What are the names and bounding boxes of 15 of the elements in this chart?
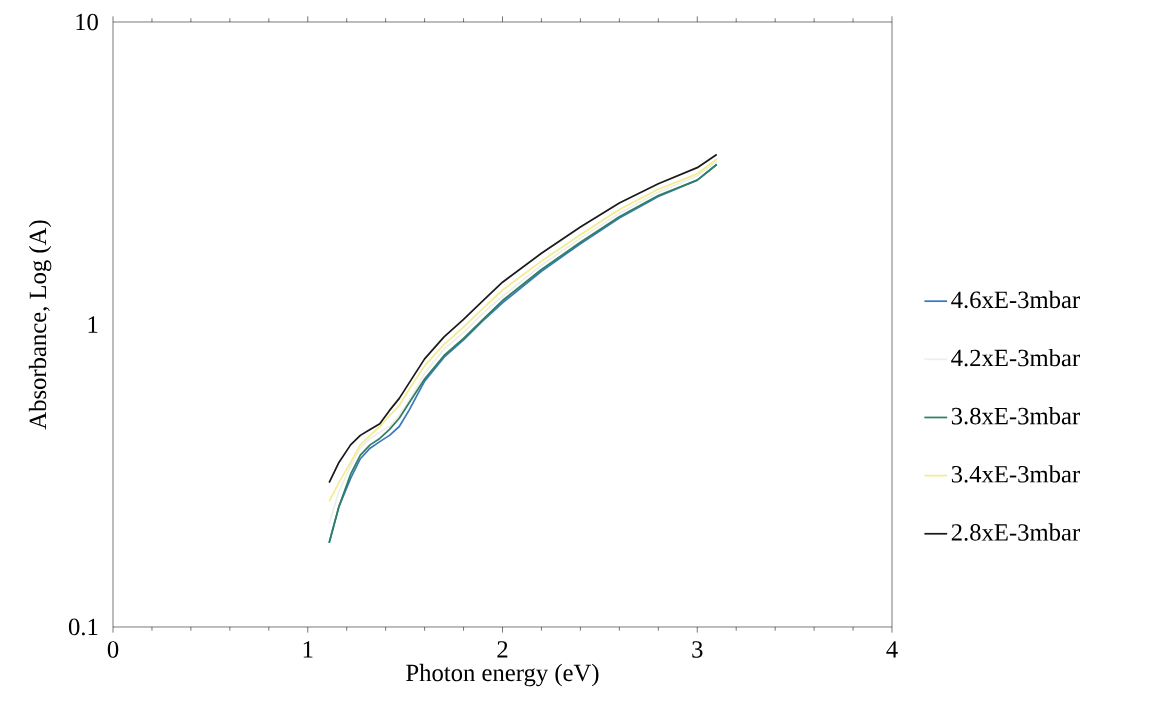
- y-tick-label: 0.1: [68, 618, 98, 636]
- y-tick-label: 10: [76, 13, 98, 31]
- legend-label: 4.6xE-3mbar: [951, 290, 1080, 309]
- legend-label: 2.8xE-3mbar: [951, 523, 1080, 541]
- legend-label: 3.8xE-3mbar: [951, 407, 1080, 425]
- legend-label: 3.4xE-3mbar: [951, 465, 1080, 483]
- x-tick-label: 4: [886, 641, 898, 658]
- x-tick-label: 0: [107, 641, 119, 658]
- x-axis-title: Photon energy (eV): [406, 663, 599, 687]
- y-tick-label: 1: [88, 316, 98, 333]
- x-tick-label: 3: [692, 641, 703, 658]
- x-tick-label: 2: [497, 641, 508, 658]
- x-tick-label: 1: [303, 641, 313, 658]
- legend-label: 4.2xE-3mbar: [951, 348, 1080, 367]
- y-axis-title: Absorbance, Log (A): [28, 220, 52, 430]
